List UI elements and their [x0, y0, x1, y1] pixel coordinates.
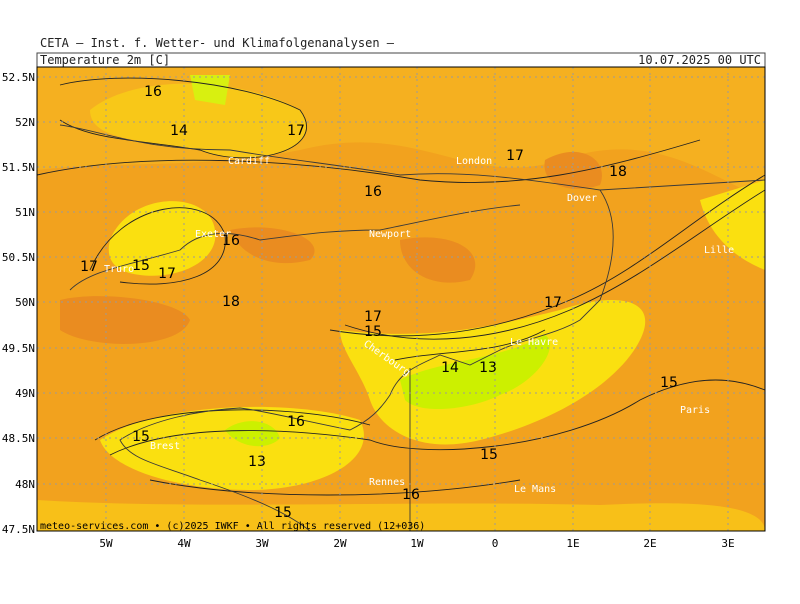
lat-label: 51N: [15, 206, 35, 219]
contour-label: 18: [222, 294, 240, 310]
lon-label: 5W: [99, 537, 113, 550]
contour-label: 16: [287, 414, 305, 430]
contour-label: 13: [248, 454, 266, 470]
map-field: [37, 67, 765, 531]
lon-label: 4W: [177, 537, 191, 550]
map-frame: [36, 66, 766, 532]
contour-label: 17: [544, 295, 562, 311]
contour-label: 18: [609, 164, 627, 180]
contour-label: 15: [132, 429, 150, 445]
contour-label: 17: [506, 148, 524, 164]
contour-label: 16: [222, 233, 240, 249]
contour-label: 16: [144, 84, 162, 100]
contour-label: 14: [441, 360, 459, 376]
contour-label: 16: [364, 184, 382, 200]
place-label: Truro: [104, 264, 134, 275]
lon-label: 3W: [255, 537, 269, 550]
lon-label: 1W: [410, 537, 424, 550]
valid-time: 10.07.2025 00 UTC: [638, 53, 761, 67]
contour-label: 13: [479, 360, 497, 376]
place-label: Exeter: [195, 229, 231, 240]
contour-label: 14: [170, 123, 188, 139]
lat-label: 49.5N: [2, 342, 35, 355]
place-label: London: [456, 156, 492, 167]
lon-label: 2E: [643, 537, 656, 550]
lat-label: 47.5N: [2, 523, 35, 536]
lat-label: 52N: [15, 116, 35, 129]
place-label: Dover: [567, 193, 597, 204]
place-label: Le Havre: [510, 337, 558, 348]
lat-label: 50N: [15, 296, 35, 309]
source-title: CETA — Inst. f. Wetter- und Klimafolgena…: [40, 36, 395, 50]
contour-label: 17: [80, 259, 98, 275]
lon-label: 1E: [566, 537, 579, 550]
contour-label: 17: [364, 309, 382, 325]
contour-label: 15: [132, 258, 150, 274]
graticule: [37, 67, 765, 531]
lat-label: 48N: [15, 478, 35, 491]
contour-label: 15: [660, 375, 678, 391]
lat-label: 51.5N: [2, 161, 35, 174]
lat-label: 48.5N: [2, 432, 35, 445]
place-label: Paris: [680, 405, 710, 416]
contour-label: 15: [364, 324, 382, 340]
place-label: Le Mans: [514, 484, 556, 495]
lat-label: 52.5N: [2, 71, 35, 84]
lon-label: 2W: [333, 537, 347, 550]
place-label: Cardiff: [228, 156, 270, 167]
lat-label: 49N: [15, 387, 35, 400]
place-label: Rennes: [369, 477, 405, 488]
contour-label: 15: [274, 505, 292, 521]
lon-label: 0: [492, 537, 499, 550]
lat-label: 50.5N: [2, 251, 35, 264]
parameter: Temperature_2m_[C]: [40, 53, 170, 67]
contour-label: 17: [287, 123, 305, 139]
contour-label: 17: [158, 266, 176, 282]
place-label: Brest: [150, 441, 180, 452]
place-label: Lille: [704, 245, 734, 256]
lon-label: 3E: [721, 537, 734, 550]
contour-label: 16: [402, 487, 420, 503]
contour-label: 15: [480, 447, 498, 463]
place-label: Newport: [369, 229, 411, 240]
footer: meteo-services.com • (c)2025 IWKF • All …: [40, 521, 425, 532]
